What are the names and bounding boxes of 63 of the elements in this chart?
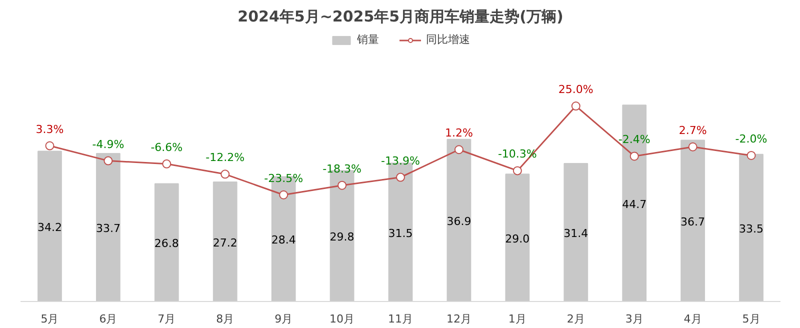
x-tick-label: 4月 — [684, 312, 702, 326]
x-tick-label: 9月 — [274, 312, 293, 326]
point — [688, 142, 698, 152]
x-tick-label: 7月 — [158, 312, 176, 326]
point — [104, 156, 113, 166]
data-label: 44.7 — [622, 198, 647, 211]
x-tick-label: 10月 — [330, 312, 355, 326]
point — [630, 152, 639, 161]
data-label: 1.2% — [444, 126, 473, 140]
bar — [446, 138, 472, 302]
data-label: 2.7% — [678, 124, 707, 137]
bar — [680, 140, 705, 302]
data-label: -4.9% — [92, 138, 124, 151]
x-tick-label: 2月 — [566, 312, 585, 326]
data-label: 25.0% — [558, 83, 594, 96]
data-label: 33.5 — [739, 222, 764, 236]
bar — [96, 152, 120, 302]
x-tick-label: 3月 — [625, 312, 644, 326]
data-label: 33.7 — [96, 222, 120, 235]
data-label: -2.4% — [618, 133, 650, 146]
x-tick-label: 11月 — [388, 312, 413, 326]
data-label: 31.4 — [564, 227, 588, 240]
data-label: 28.4 — [271, 234, 296, 247]
bar — [739, 154, 764, 302]
data-label: -18.3% — [322, 162, 362, 176]
data-label: 3.3% — [36, 122, 64, 136]
data-label: -2.0% — [735, 132, 768, 146]
bar — [505, 174, 530, 302]
point — [396, 172, 405, 182]
data-label: -23.5% — [264, 172, 304, 185]
bar — [38, 150, 62, 302]
point — [279, 190, 288, 200]
data-label: 29.0 — [505, 232, 530, 246]
x-tick-label: 1月 — [508, 312, 526, 326]
x-tick-label: 6月 — [99, 312, 118, 326]
x-tick-label: 5月 — [742, 312, 760, 326]
legend-label: 同比增速 — [426, 32, 470, 47]
x-tick-label: 12月 — [446, 312, 472, 326]
bar — [564, 163, 588, 302]
bar — [212, 182, 238, 302]
data-label: 34.2 — [37, 220, 62, 234]
point — [512, 166, 522, 176]
data-label: 36.7 — [680, 215, 706, 228]
data-label: -13.9% — [381, 154, 420, 168]
data-label: 29.8 — [330, 230, 354, 244]
point — [162, 159, 172, 168]
chart-title: 2024年5月~2025年5月商用车销量走势(万辆) — [238, 8, 564, 26]
data-label: -12.2% — [206, 151, 245, 164]
x-tick-label: 8月 — [216, 312, 234, 326]
x-tick-label: 5月 — [40, 312, 59, 326]
point — [746, 150, 756, 160]
point — [45, 141, 54, 150]
point — [454, 145, 464, 154]
data-label: 36.9 — [446, 214, 472, 228]
point — [220, 170, 230, 179]
data-label: -6.6% — [150, 140, 183, 154]
point — [338, 180, 347, 190]
data-label: 26.8 — [154, 237, 179, 250]
bar — [154, 183, 179, 302]
point — [571, 102, 580, 111]
legend-label: 销量 — [357, 32, 379, 47]
data-label: 31.5 — [388, 226, 413, 240]
data-label: 27.2 — [212, 236, 238, 250]
